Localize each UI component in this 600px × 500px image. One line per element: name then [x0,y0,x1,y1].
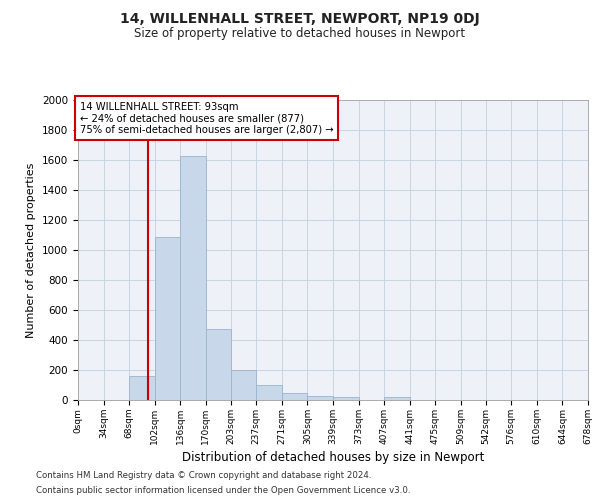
Y-axis label: Number of detached properties: Number of detached properties [26,162,37,338]
Text: Contains HM Land Registry data © Crown copyright and database right 2024.: Contains HM Land Registry data © Crown c… [36,471,371,480]
Bar [282,393,307,400]
Bar [206,329,230,400]
Bar [181,156,206,400]
Bar [333,397,359,400]
Bar [155,236,181,400]
Text: 14, WILLENHALL STREET, NEWPORT, NP19 0DJ: 14, WILLENHALL STREET, NEWPORT, NP19 0DJ [120,12,480,26]
Bar [384,397,410,400]
Text: 14 WILLENHALL STREET: 93sqm
← 24% of detached houses are smaller (877)
75% of se: 14 WILLENHALL STREET: 93sqm ← 24% of det… [80,102,333,134]
Text: Size of property relative to detached houses in Newport: Size of property relative to detached ho… [134,28,466,40]
Bar [129,376,155,400]
Bar [307,396,333,400]
Text: Contains public sector information licensed under the Open Government Licence v3: Contains public sector information licen… [36,486,410,495]
Bar [256,385,282,400]
X-axis label: Distribution of detached houses by size in Newport: Distribution of detached houses by size … [182,451,484,464]
Bar [230,370,256,400]
